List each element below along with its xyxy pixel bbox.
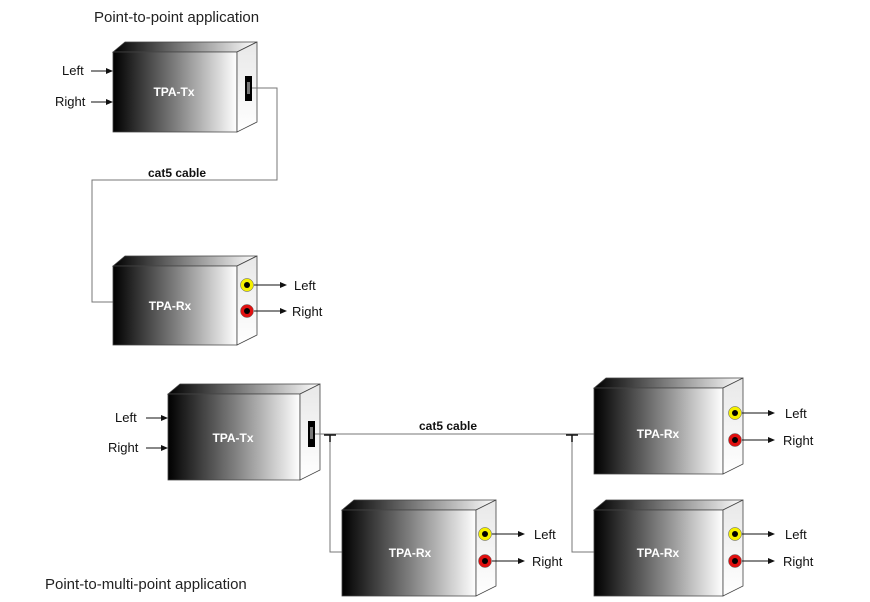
rca-jack-left-icon: [240, 278, 254, 292]
rca-jack-right-icon: [478, 554, 492, 568]
arrow-right-icon: [518, 531, 525, 537]
svg-text:Left: Left: [785, 406, 807, 421]
svg-text:Right: Right: [292, 304, 323, 319]
arrow-right-icon: [106, 99, 113, 105]
p2p-cat5-cable: [91, 87, 278, 303]
p2p-tx-input-left: Left: [62, 63, 113, 78]
rca-jack-right-icon: [240, 304, 254, 318]
svg-text:Left: Left: [534, 527, 556, 542]
svg-text:Right: Right: [55, 94, 86, 109]
arrow-right-icon: [106, 68, 113, 74]
p2mp-rx-device-3: TPA-Rx: [592, 499, 744, 597]
p2mp-rx3-output-left: Left: [742, 527, 807, 542]
p2p-tx-device: TPA-Tx: [111, 41, 258, 133]
p2p-cable-label: cat5 cable: [148, 166, 206, 180]
p2mp-tx-name: TPA-Tx: [212, 431, 253, 445]
p2mp-tx-input-right: Right: [108, 440, 168, 455]
rca-jack-left-icon: [728, 406, 742, 420]
arrow-right-icon: [768, 531, 775, 537]
svg-text:Left: Left: [62, 63, 84, 78]
p2p-rx-output-left: Left: [254, 278, 316, 293]
p2p-tx-input-right: Right: [55, 94, 113, 109]
arrow-right-icon: [768, 410, 775, 416]
svg-text:Right: Right: [783, 433, 814, 448]
p2mp-rx3-output-right: Right: [742, 554, 814, 569]
p2mp-rx2-output-left: Left: [742, 406, 807, 421]
arrow-right-icon: [768, 558, 775, 564]
p2mp-rx-device-1: TPA-Rx: [340, 499, 497, 597]
p2mp-rx-name-2: TPA-Rx: [637, 427, 680, 441]
arrow-right-icon: [768, 437, 775, 443]
p2mp-rx-device-2: TPA-Rx: [592, 377, 744, 475]
p2p-rx-name: TPA-Rx: [149, 299, 192, 313]
p2mp-tx-input-left: Left: [115, 410, 168, 425]
point-to-point-title: Point-to-point application: [94, 9, 259, 26]
p2p-tx-name: TPA-Tx: [153, 85, 194, 99]
p2mp-rx1-output-right: Right: [492, 554, 563, 569]
rca-jack-left-icon: [728, 527, 742, 541]
arrow-right-icon: [280, 282, 287, 288]
svg-text:Right: Right: [783, 554, 814, 569]
p2mp-rx2-output-right: Right: [742, 433, 814, 448]
p2p-rx-output-right: Right: [254, 304, 323, 319]
arrow-right-icon: [161, 415, 168, 421]
arrow-right-icon: [280, 308, 287, 314]
p2p-rx-device: TPA-Rx: [111, 255, 258, 346]
p2mp-tx-device: TPA-Tx: [166, 383, 321, 481]
svg-text:Right: Right: [532, 554, 563, 569]
p2mp-cable-label: cat5 cable: [419, 419, 477, 433]
svg-text:Right: Right: [108, 440, 139, 455]
point-to-multipoint-title: Point-to-multi-point application: [45, 576, 247, 593]
rca-jack-right-icon: [728, 433, 742, 447]
svg-text:Left: Left: [294, 278, 316, 293]
p2mp-rx-name-3: TPA-Rx: [637, 546, 680, 560]
arrow-right-icon: [161, 445, 168, 451]
svg-text:Left: Left: [785, 527, 807, 542]
p2mp-rx-name-1: TPA-Rx: [389, 546, 432, 560]
rca-jack-right-icon: [728, 554, 742, 568]
arrow-right-icon: [518, 558, 525, 564]
p2mp-cat5-cable: [315, 433, 594, 553]
rca-jack-left-icon: [478, 527, 492, 541]
p2mp-rx1-output-left: Left: [492, 527, 556, 542]
svg-text:Left: Left: [115, 410, 137, 425]
